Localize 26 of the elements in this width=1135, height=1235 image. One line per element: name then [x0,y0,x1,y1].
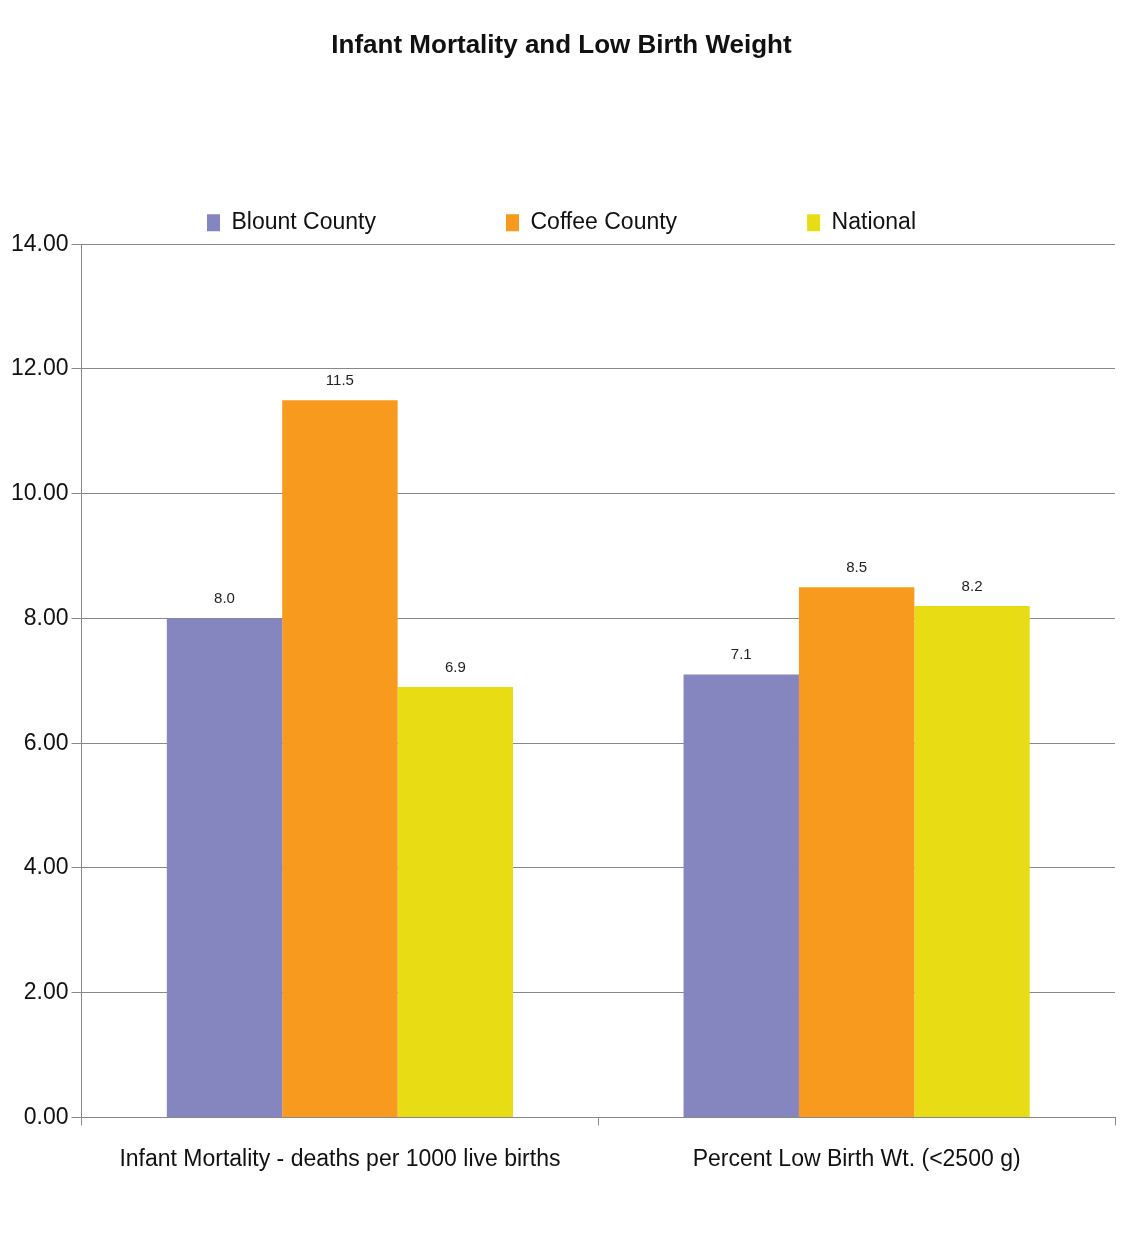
y-tick-label: 10.00 [10,479,69,506]
y-tick-label: 8.00 [23,603,69,630]
x-tick-label: Percent Low Birth Wt. (<2500 g) [692,1144,1021,1171]
data-label: 6.9 [444,657,466,675]
bar [798,587,915,1117]
data-label: 8.0 [214,589,235,607]
y-tick-label: 12.00 [10,354,69,381]
data-label: 8.5 [846,557,868,575]
legend-label: National [831,208,916,235]
y-tick-label: 2.00 [23,978,69,1004]
bar [397,687,514,1117]
chart-title: Infant Mortality and Low Birth Weight [331,28,792,59]
bar [914,605,1030,1117]
bar [166,618,283,1117]
data-label: 7.1 [730,645,752,663]
y-tick-label: 4.00 [23,853,69,880]
legend-label: Blount County [231,208,377,235]
legend-label: Coffee County [530,208,678,235]
y-tick-label: 14.00 [10,229,69,256]
bar [282,400,398,1117]
x-tick-label: Infant Mortality - deaths per 1000 live births [119,1144,561,1171]
y-tick-label: 0.00 [23,1102,69,1129]
data-label: 11.5 [325,370,354,388]
data-label: 8.2 [961,576,983,594]
y-tick-label: 6.00 [23,728,69,755]
bar [683,674,799,1117]
